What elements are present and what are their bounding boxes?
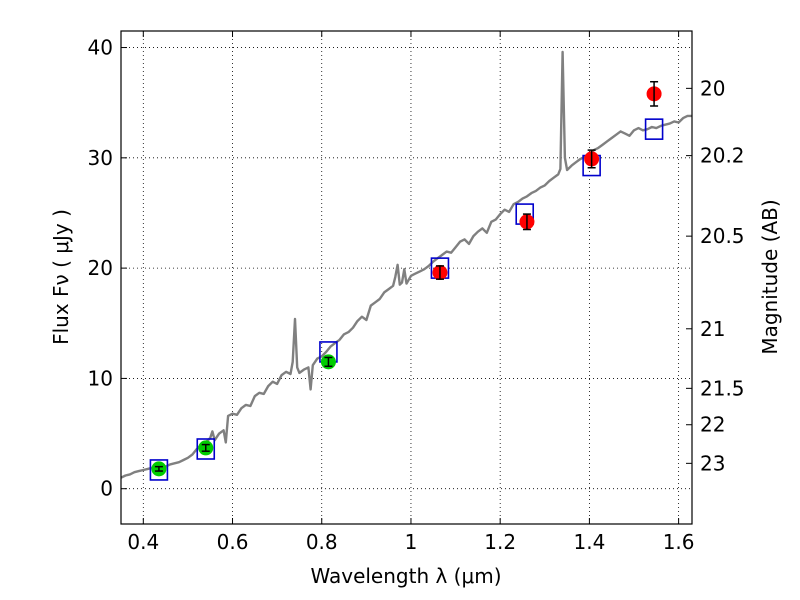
- y-tick-label: 10: [88, 366, 113, 390]
- synthetic-photometry-square: [196, 438, 216, 460]
- y2-tick-label: 20: [700, 76, 725, 100]
- ticks: 0.4 0.6 0.8 1 1.2 1.4 1.6 0 10 20 30 40 20 20.2 20.5 21…: [88, 31, 745, 554]
- y-tick-label: 20: [88, 256, 113, 280]
- y2-tick-label: 23: [700, 451, 725, 475]
- y2-tick-label: 21: [700, 317, 725, 341]
- x-axis-label: Wavelength λ (μm): [310, 564, 501, 588]
- plot-frame: [120, 30, 693, 525]
- synthetic-photometry-square: [644, 118, 664, 140]
- y-tick-label: 30: [88, 146, 113, 170]
- y-tick-label: 0: [100, 477, 113, 501]
- y2-tick-label: 21.5: [700, 376, 745, 400]
- x-tick-label: 0.4: [127, 530, 159, 554]
- x-tick-label: 0.8: [306, 530, 338, 554]
- y2-tick-label: 20.2: [700, 144, 745, 168]
- y2-axis-label: Magnitude (AB): [758, 199, 782, 354]
- y2-tick-label: 22: [700, 413, 725, 437]
- synthetic-photometry-square: [149, 459, 169, 481]
- y2-tick-label: 20.5: [700, 224, 745, 248]
- x-tick-label: 1: [405, 530, 418, 554]
- y-tick-label: 40: [88, 36, 113, 60]
- series-group: [120, 50, 692, 481]
- x-tick-label: 1.4: [573, 530, 605, 554]
- y-axis-label: Flux Fν ( μJy ): [49, 209, 73, 345]
- x-tick-label: 1.2: [484, 530, 516, 554]
- x-tick-label: 1.6: [663, 530, 695, 554]
- x-tick-label: 0.6: [217, 530, 249, 554]
